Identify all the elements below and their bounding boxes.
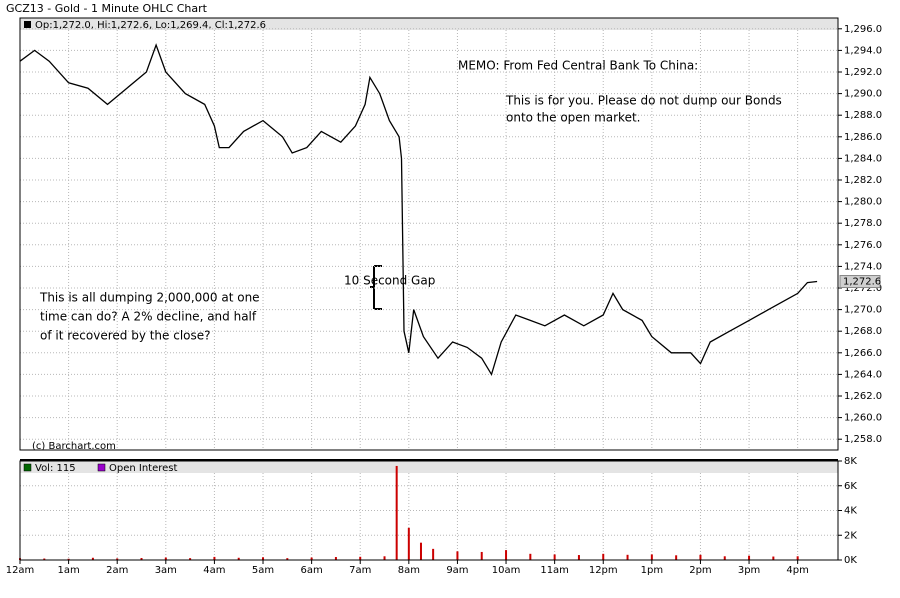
y-tick-label: 6K [844, 481, 857, 492]
volume-bar [432, 548, 435, 560]
volume-bar [164, 557, 167, 560]
annotation: time can do? A 2% decline, and half [40, 310, 257, 324]
y-tick-label: 1,286.0 [844, 132, 882, 143]
x-tick-label: 7am [349, 565, 371, 576]
y-tick-label: 1,266.0 [844, 348, 882, 359]
volume-bar [553, 554, 556, 560]
volume-bar [116, 558, 119, 560]
annotation: 10 Second Gap [344, 274, 435, 288]
x-tick-label: 9am [446, 565, 468, 576]
x-tick-label: 2am [106, 565, 128, 576]
x-tick-label: 2pm [689, 565, 711, 576]
x-tick-label: 10am [492, 565, 521, 576]
volume-bar [383, 556, 386, 560]
y-tick-label: 1,280.0 [844, 197, 882, 208]
volume-bar [723, 556, 726, 560]
annotation: MEMO: From Fed Central Bank To China: [458, 59, 698, 73]
legend-bar [20, 18, 838, 30]
x-tick-label: 5am [252, 565, 274, 576]
y-tick-label: 1,288.0 [844, 110, 882, 121]
volume-bar [189, 558, 192, 560]
price-line [19, 43, 818, 376]
volume-bar [91, 557, 94, 560]
annotation: onto the open market. [506, 111, 640, 125]
annotation: of it recovered by the close? [40, 329, 211, 343]
volume-bar [286, 558, 289, 560]
legend-swatch [24, 21, 31, 28]
y-tick-label: 1,294.0 [844, 45, 882, 56]
y-tick-label: 1,272.0 [844, 283, 882, 294]
y-tick-label: 1,276.0 [844, 240, 882, 251]
y-tick-label: 1,290.0 [844, 89, 882, 100]
volume-bar [237, 557, 240, 560]
x-tick-label: 8am [398, 565, 420, 576]
x-tick-label: 4am [203, 565, 225, 576]
last-price-box [839, 275, 881, 289]
legend-label: Open Interest [109, 463, 178, 474]
y-tick-label: 1,274.0 [844, 261, 882, 272]
y-tick-label: 1,296.0 [844, 24, 882, 35]
x-tick-label: 11am [540, 565, 569, 576]
y-tick-label: 1,292.0 [844, 67, 882, 78]
volume-bar [675, 555, 678, 560]
price-frame [19, 17, 839, 451]
y-tick-label: 1,278.0 [844, 218, 882, 229]
volume-bar [772, 556, 775, 560]
volume-bar [796, 556, 799, 560]
volume-legend-bar [20, 461, 838, 473]
y-tick-label: 1,264.0 [844, 369, 882, 380]
volume-bar [577, 555, 580, 560]
x-tick-label: 3pm [738, 565, 760, 576]
y-tick-label: 4K [844, 506, 857, 517]
volume-bar [213, 556, 216, 560]
y-tick-label: 0K [844, 555, 857, 566]
y-tick-label: 1,270.0 [844, 305, 882, 316]
last-price-label: 1,272.6 [843, 277, 881, 288]
volume-bar [43, 558, 46, 560]
legend-swatch [23, 463, 32, 472]
volume-bar [359, 556, 362, 560]
annotation: This is all dumping 2,000,000 at one [39, 291, 260, 305]
volume-bar [529, 553, 532, 560]
annotation: This is for you. Please do not dump our … [505, 94, 782, 108]
legend-text: Op:1,272.0, Hi:1,272.6, Lo:1,269.4, Cl:1… [35, 20, 266, 31]
volume-bar [419, 542, 422, 560]
x-tick-label: 12am [6, 565, 35, 576]
volume-bar [456, 551, 459, 560]
volume-bar [395, 465, 398, 560]
legend-label: Vol: 115 [35, 463, 76, 474]
volume-bar [505, 550, 508, 560]
x-tick-label: 6am [301, 565, 323, 576]
y-tick-label: 1,260.0 [844, 413, 882, 424]
volume-bar [602, 553, 605, 560]
y-tick-label: 2K [844, 530, 857, 541]
chart-title: GCZ13 - Gold - 1 Minute OHLC Chart [6, 2, 208, 15]
volume-bar [626, 554, 629, 560]
y-tick-label: 1,262.0 [844, 391, 882, 402]
volume-bar [407, 527, 410, 560]
x-tick-label: 1am [57, 565, 79, 576]
x-tick-label: 3am [155, 565, 177, 576]
volume-bar [650, 554, 653, 560]
y-tick-label: 1,284.0 [844, 153, 882, 164]
volume-bar [67, 558, 70, 560]
volume-bar [310, 557, 313, 560]
y-tick-label: 1,282.0 [844, 175, 882, 186]
legend-swatch [97, 463, 106, 472]
x-tick-label: 4pm [786, 565, 808, 576]
x-tick-label: 1pm [641, 565, 663, 576]
y-tick-label: 1,268.0 [844, 326, 882, 337]
y-tick-label: 8K [844, 456, 857, 467]
y-tick-label: 1,258.0 [844, 434, 882, 445]
x-tick-label: 12pm [589, 565, 618, 576]
volume-bar [140, 558, 143, 560]
volume-bar [262, 557, 265, 560]
volume-bar [748, 555, 751, 560]
volume-bar [334, 557, 337, 560]
volume-bar [480, 551, 483, 560]
volume-bar [699, 554, 702, 560]
credit: (c) Barchart.com [32, 441, 116, 452]
